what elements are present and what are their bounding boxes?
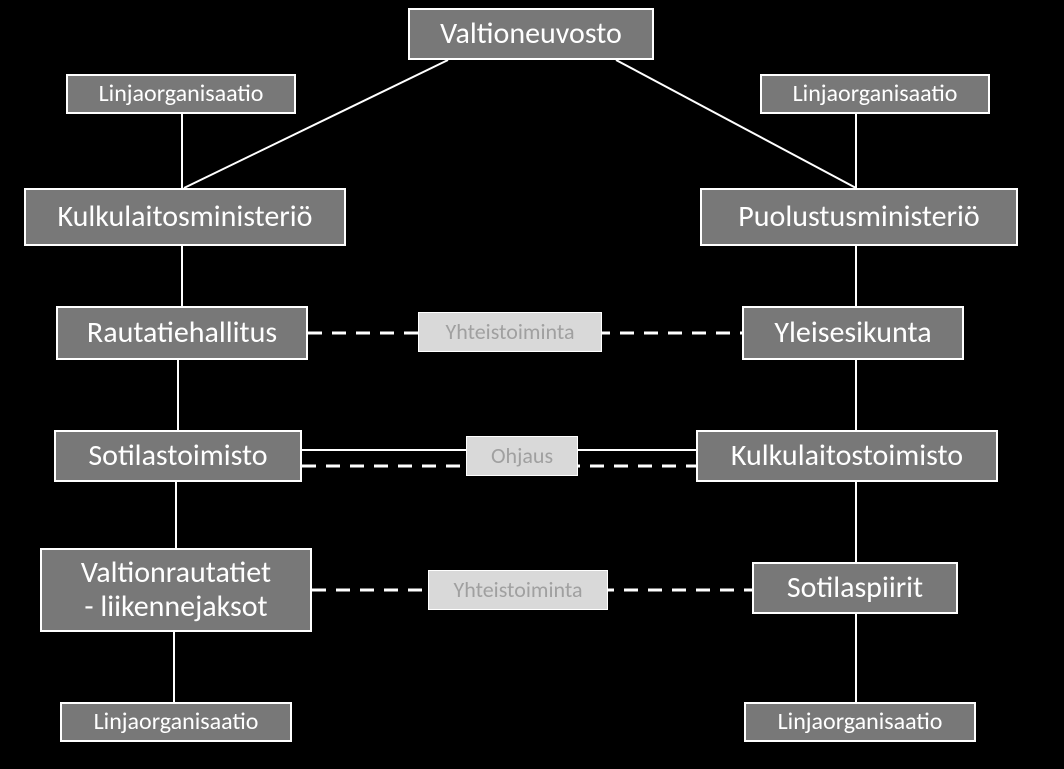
node-yhteis2: Yhteistoiminta: [428, 570, 608, 610]
node-yleisesikunta: Yleisesikunta: [742, 306, 964, 360]
node-kulkulaitostoimisto: Kulkulaitostoimisto: [696, 430, 998, 482]
node-linja_bl: Linjaorganisaatio: [60, 702, 292, 742]
node-ohjaus: Ohjaus: [466, 436, 578, 476]
node-kulkulaitosmin: Kulkulaitosministeriö: [24, 188, 346, 246]
diagram-canvas: Valtioneuvosto Linjaorganisaatio Linjaorga…: [0, 0, 1064, 769]
node-sotilastoimisto: Sotilastoimisto: [54, 430, 302, 482]
node-puolustusmin: Puolustusministeriö: [700, 188, 1018, 246]
node-linja_tl: Linjaorganisaatio: [66, 74, 296, 114]
node-valtionrautatiet: Valtionrautatiet - liikennejaksot: [40, 548, 312, 632]
node-rautatiehallitus: Rautatiehallitus: [56, 306, 308, 360]
node-sotilaspiirit: Sotilaspiirit: [752, 562, 958, 614]
node-yhteis1: Yhteistoiminta: [418, 312, 602, 352]
node-linja_tr: Linjaorganisaatio: [760, 74, 990, 114]
edges-layer: [0, 0, 1064, 769]
node-linja_br: Linjaorganisaatio: [744, 702, 976, 742]
node-valtioneuvosto: Valtioneuvosto: [408, 8, 654, 60]
